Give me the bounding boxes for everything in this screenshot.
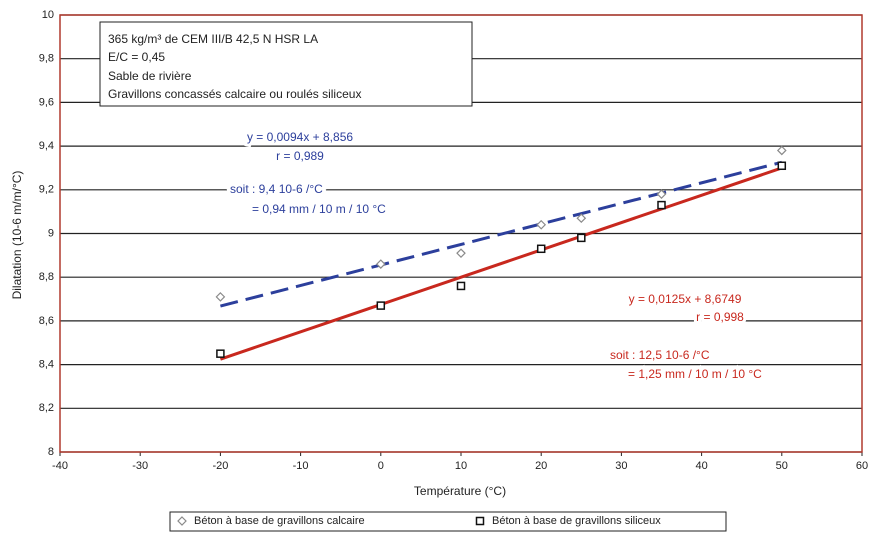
- y-tick-label: 9: [48, 227, 54, 239]
- x-tick-label: 60: [856, 460, 868, 472]
- point: [216, 349, 225, 358]
- plot-frame: [59, 14, 863, 453]
- y-tick-label: 9,6: [39, 96, 54, 108]
- point: [456, 281, 466, 291]
- x-tick-label: 40: [695, 460, 707, 472]
- y-tick-label: 8,6: [39, 315, 54, 327]
- annotation: = 1,25 mm / 10 m / 10 °C: [628, 367, 762, 381]
- point: [215, 292, 226, 302]
- y-axis-label: Dilatation (10-6 m/m/°C): [10, 171, 24, 300]
- point: [536, 244, 546, 254]
- y-tick-label: 8,2: [39, 402, 54, 414]
- y-tick-label: 10: [42, 9, 54, 21]
- x-tick-label: -10: [293, 460, 309, 472]
- point: [777, 161, 787, 171]
- x-tick-label: -40: [52, 460, 68, 472]
- x-tick-label: -20: [212, 460, 228, 472]
- annotation: 365 kg/m³ de CEM III/B 42,5 N HSR LA: [108, 32, 318, 46]
- annotation: = 0,94 mm / 10 m / 10 °C: [252, 202, 386, 216]
- trend-line: [219, 166, 783, 361]
- annotation: Sable de rivière: [108, 69, 192, 83]
- annotation: y = 0,0094x + 8,856: [247, 130, 353, 144]
- point: [577, 233, 586, 243]
- y-tick-label: 8,4: [39, 359, 54, 371]
- y-tick-label: 8: [48, 446, 54, 458]
- annotation: Gravillons concassés calcaire ou roulés …: [108, 87, 361, 101]
- info-box: [99, 21, 473, 107]
- trend-line: [220, 160, 783, 308]
- point: [576, 213, 587, 224]
- annotation: r = 0,989: [276, 149, 324, 163]
- x-tick-label: -30: [132, 460, 148, 472]
- legend-label: Béton à base de gravillons siliceux: [492, 515, 661, 527]
- point: [657, 200, 666, 210]
- annotation: soit : 12,5 10-6 /°C: [610, 348, 710, 362]
- y-tick-label: 9,8: [39, 53, 54, 65]
- legend-marker: [177, 516, 187, 526]
- point: [656, 189, 667, 200]
- annotation: y = 0,0125x + 8,6749: [629, 292, 742, 306]
- y-tick-label: 8,8: [39, 271, 54, 283]
- point: [776, 145, 787, 156]
- legend-marker: [475, 516, 485, 526]
- y-tick-label: 9,4: [39, 140, 54, 152]
- legend: [169, 511, 727, 532]
- point: [536, 219, 547, 230]
- annotation: r = 0,998: [696, 310, 744, 324]
- y-tick-label: 9,2: [39, 184, 54, 196]
- point: [375, 259, 386, 269]
- annotation: soit : 9,4 10-6 /°C: [230, 182, 323, 196]
- x-axis-label: Température (°C): [414, 484, 506, 498]
- annotation: E/C = 0,45: [108, 50, 165, 64]
- x-tick-label: 10: [455, 460, 467, 472]
- x-tick-label: 30: [615, 460, 627, 472]
- legend-label: Béton à base de gravillons calcaire: [194, 515, 365, 527]
- point: [456, 248, 466, 259]
- x-tick-label: 50: [776, 460, 788, 472]
- x-tick-label: 20: [535, 460, 547, 472]
- point: [376, 301, 386, 310]
- x-tick-label: 0: [378, 460, 384, 472]
